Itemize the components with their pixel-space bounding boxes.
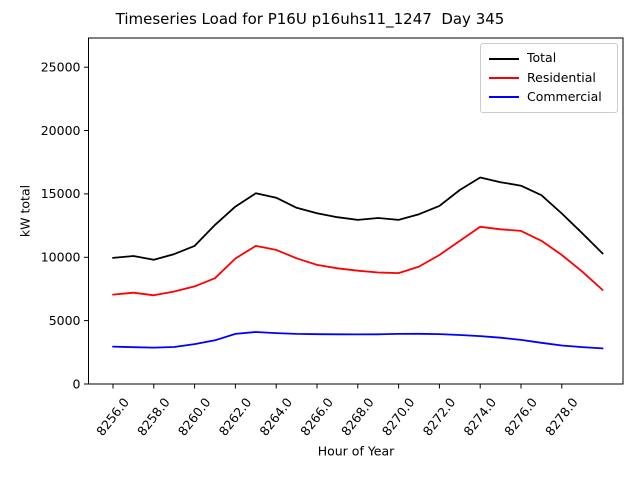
y-tick-label: 5000 bbox=[49, 313, 81, 328]
legend-label-residential: Residential bbox=[527, 69, 596, 85]
commercial-line-sample-icon bbox=[489, 96, 519, 99]
residential-line-sample-icon bbox=[489, 76, 519, 79]
legend-item-total: Total bbox=[489, 52, 609, 65]
y-tick-label: 25000 bbox=[41, 60, 81, 75]
x-tick-label: 8264.0 bbox=[256, 395, 295, 439]
series-line-total bbox=[112, 176, 604, 261]
x-tick-label: 8256.0 bbox=[93, 395, 132, 439]
x-tick-label: 8268.0 bbox=[338, 395, 377, 439]
y-tick-label: 15000 bbox=[41, 186, 81, 201]
x-tick-label: 8276.0 bbox=[501, 395, 540, 439]
x-tick-label: 8274.0 bbox=[460, 395, 499, 439]
series-line-residential bbox=[112, 225, 604, 297]
series-line-commercial bbox=[112, 331, 604, 350]
y-axis-label: kW total bbox=[17, 184, 33, 238]
y-tick-label: 10000 bbox=[41, 250, 81, 265]
x-axis-label: Hour of Year bbox=[317, 443, 395, 459]
y-tick-label: 20000 bbox=[41, 123, 81, 138]
y-tick-label: 0 bbox=[73, 376, 81, 391]
x-tick-label: 8258.0 bbox=[134, 395, 173, 439]
legend-label-total: Total bbox=[527, 50, 557, 66]
x-tick-label: 8278.0 bbox=[542, 395, 581, 439]
legend: Total Residential Commercial bbox=[480, 43, 618, 113]
x-tick-label: 8262.0 bbox=[216, 395, 255, 439]
x-tick-label: 8270.0 bbox=[379, 395, 418, 439]
x-tick-label: 8272.0 bbox=[420, 395, 459, 439]
axes-frame bbox=[88, 37, 624, 385]
legend-label-commercial: Commercial bbox=[527, 89, 602, 105]
legend-item-commercial: Commercial bbox=[489, 91, 609, 104]
total-line-sample-icon bbox=[489, 57, 519, 60]
x-tick-label: 8260.0 bbox=[175, 395, 214, 439]
chart-title: Timeseries Load for P16U p16uhs11_1247 D… bbox=[115, 10, 505, 28]
legend-item-residential: Residential bbox=[489, 69, 609, 85]
x-tick-label: 8266.0 bbox=[297, 395, 336, 439]
